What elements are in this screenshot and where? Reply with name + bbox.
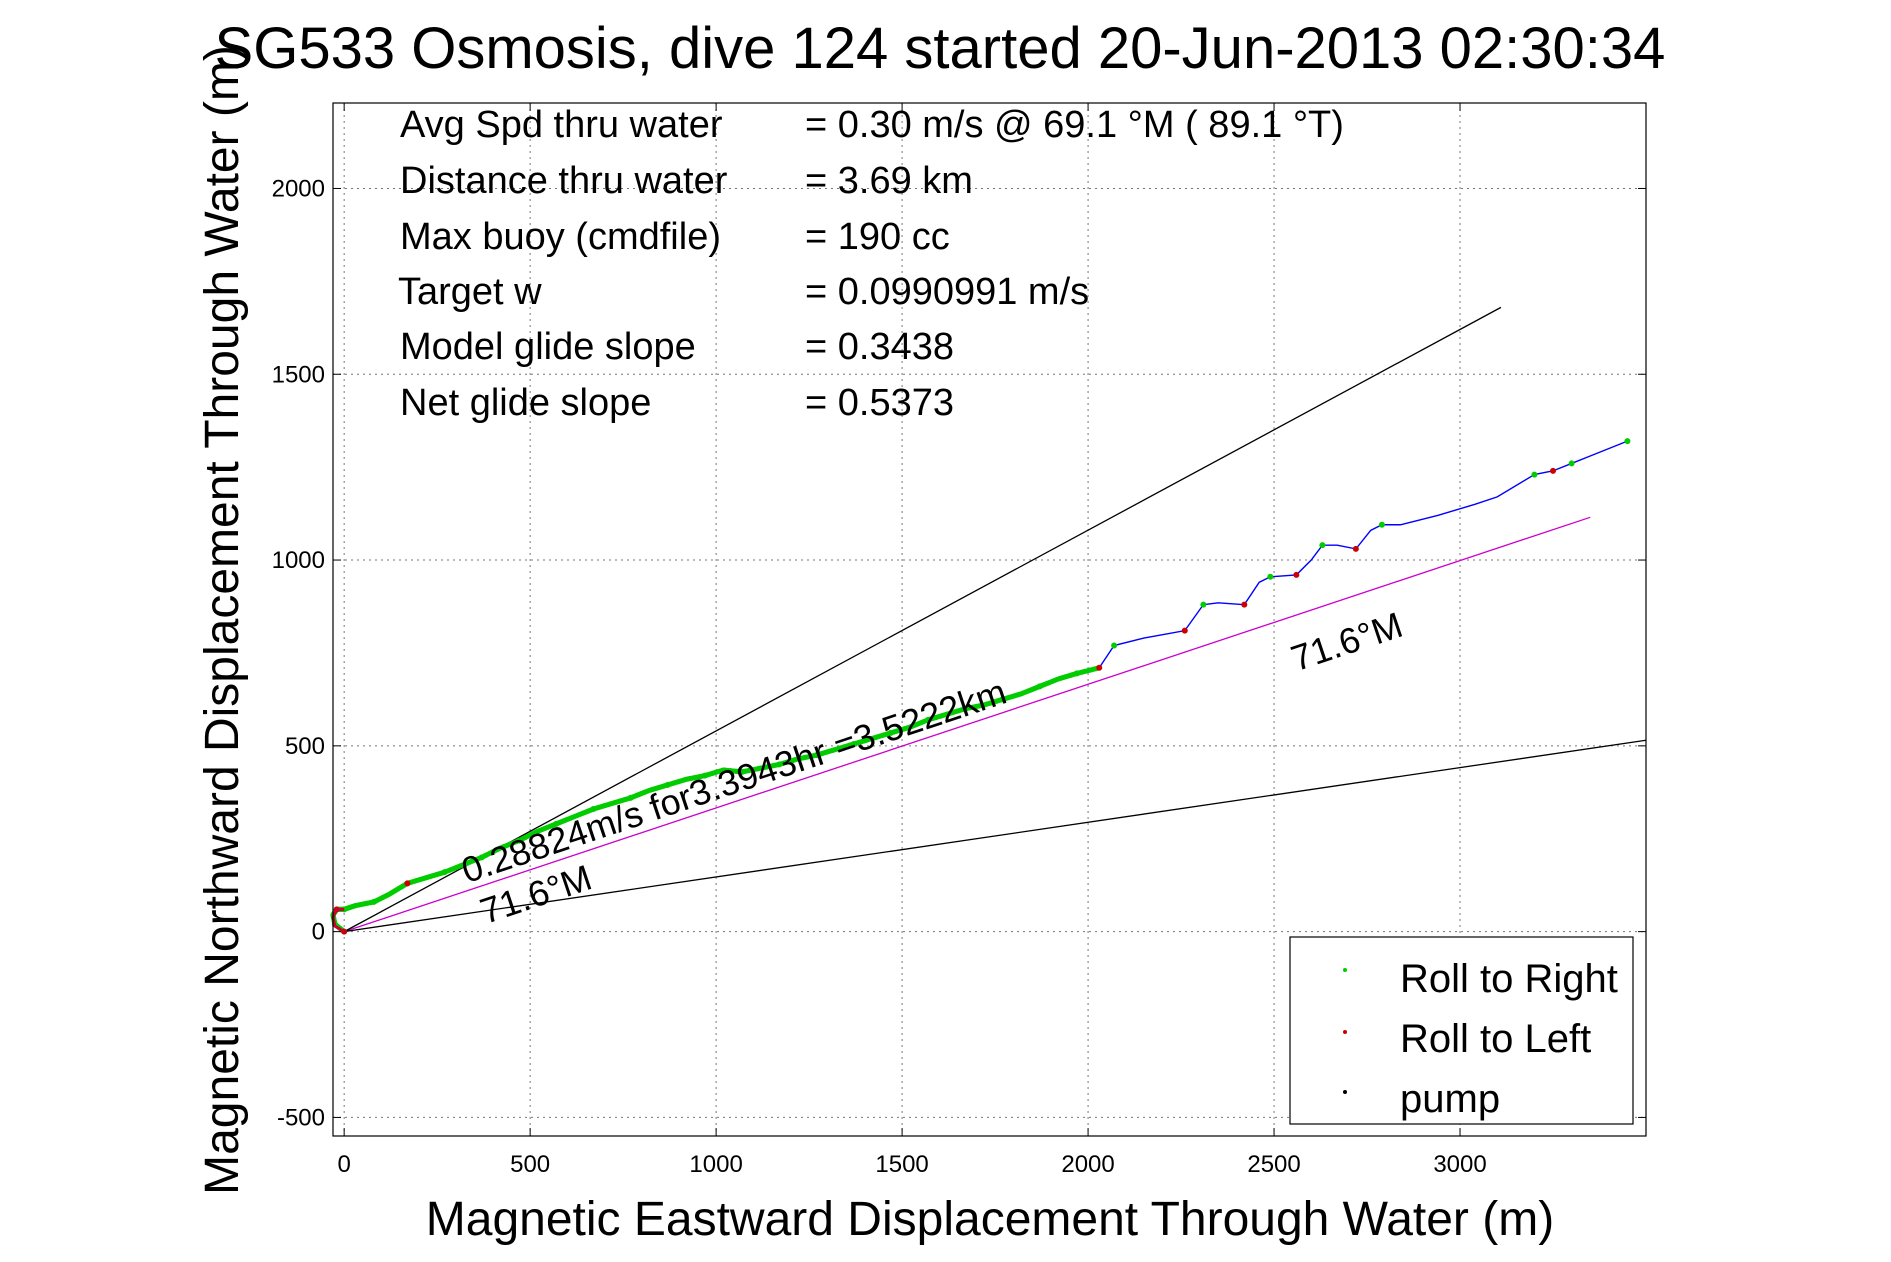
info-value: = 0.3438 — [805, 326, 954, 368]
reference-lines — [343, 306, 1647, 933]
info-value: = 190 cc — [805, 216, 950, 258]
roll-left-marker — [1241, 601, 1248, 608]
x-tick-label: 1000 — [689, 1151, 742, 1178]
x-tick-label: 1500 — [875, 1151, 928, 1178]
legend-label: Roll to Right — [1400, 957, 1618, 1001]
roll-right-marker — [813, 752, 820, 759]
roll-right-marker — [999, 696, 1006, 703]
y-tick-label: 1000 — [272, 547, 325, 574]
info-value: = 0.5373 — [805, 382, 954, 424]
y-tick-label: -500 — [277, 1104, 325, 1131]
chart-title: SG533 Osmosis, dive 124 started 20-Jun-2… — [215, 16, 1666, 81]
legend-marker-roll-left — [1343, 1030, 1347, 1034]
x-tick-label: 3000 — [1433, 1151, 1486, 1178]
reference-line-lower-bound — [344, 739, 1647, 933]
y-tick-label: 1500 — [272, 361, 325, 388]
info-label: Target w — [398, 271, 542, 313]
y-axis-label: Magnetic Northward Displacement Through … — [196, 45, 249, 1195]
roll-right-marker — [1624, 438, 1631, 445]
roll-right-marker — [1378, 521, 1385, 528]
roll-right-marker — [1531, 471, 1538, 478]
info-value: = 3.69 km — [805, 160, 973, 202]
roll-left-marker — [1550, 467, 1557, 474]
roll-right-marker — [1319, 542, 1326, 549]
grid — [333, 103, 1646, 1136]
x-tick-label: 2000 — [1061, 1151, 1114, 1178]
legend: Roll to Right Roll to Left pump — [1289, 936, 1634, 1125]
roll-right-marker — [553, 820, 560, 827]
info-label: Model glide slope — [400, 326, 696, 368]
roll-left-marker — [1096, 664, 1103, 671]
roll-right-marker — [701, 772, 708, 779]
roll-right-marker — [515, 837, 522, 844]
plot-frame — [332, 102, 1647, 1137]
legend-label: pump — [1400, 1077, 1500, 1121]
roll-right-marker — [1036, 683, 1043, 690]
x-tick-label: 2500 — [1247, 1151, 1300, 1178]
info-value: = 0.0990991 m/s — [805, 271, 1089, 313]
roll-markers — [330, 438, 1631, 935]
roll-right-marker — [627, 794, 634, 801]
dive-info: Avg Spd thru water = 0.30 m/s @ 69.1 °M … — [398, 104, 1344, 424]
roll-right-marker — [776, 761, 783, 768]
legend-box — [1289, 936, 1634, 1125]
roll-right-marker — [1267, 573, 1274, 580]
legend-label: Roll to Left — [1400, 1017, 1591, 1061]
roll-right-marker — [887, 729, 894, 736]
roll-right-marker — [925, 716, 932, 723]
roll-right-marker — [441, 869, 448, 876]
roll-right-marker — [1200, 601, 1207, 608]
roll-right-marker — [478, 854, 485, 861]
roll-left-marker — [1181, 627, 1188, 634]
info-label: Avg Spd thru water — [400, 104, 723, 146]
info-value: = 0.30 m/s @ 69.1 °M ( 89.1 °T) — [805, 104, 1344, 146]
x-tick-label: 0 — [337, 1151, 350, 1178]
roll-right-marker — [1111, 642, 1118, 649]
roll-right-marker — [739, 768, 746, 775]
roll-right-marker — [1073, 670, 1080, 677]
roll-left-marker — [404, 880, 411, 887]
info-label: Net glide slope — [400, 382, 651, 424]
info-label: Distance thru water — [400, 160, 728, 202]
reference-line-upper-bound — [343, 306, 1502, 933]
roll-right-marker — [664, 781, 671, 788]
y-tick-label: 0 — [312, 919, 325, 946]
roll-right-marker — [1568, 460, 1575, 467]
y-tick-label: 500 — [285, 733, 325, 760]
info-label: Max buoy (cmdfile) — [400, 216, 721, 258]
roll-left-marker — [1352, 545, 1359, 552]
roll-right-marker — [370, 898, 377, 905]
x-tick-label: 500 — [510, 1151, 550, 1178]
y-tick-label: 2000 — [272, 175, 325, 202]
reference-line-heading — [343, 516, 1591, 933]
legend-marker-roll-right — [1343, 968, 1347, 972]
x-axis-label: Magnetic Eastward Displacement Through W… — [426, 1193, 1554, 1246]
roll-right-marker — [850, 740, 857, 747]
axis-ticks: 0 500 1000 1500 2000 2500 3000 -500 0 500 1000 1500… — [272, 103, 1646, 1178]
legend-marker-pump — [1343, 1090, 1347, 1094]
roll-left-marker — [1293, 571, 1300, 578]
roll-right-marker — [590, 806, 597, 813]
roll-right-marker — [962, 705, 969, 712]
